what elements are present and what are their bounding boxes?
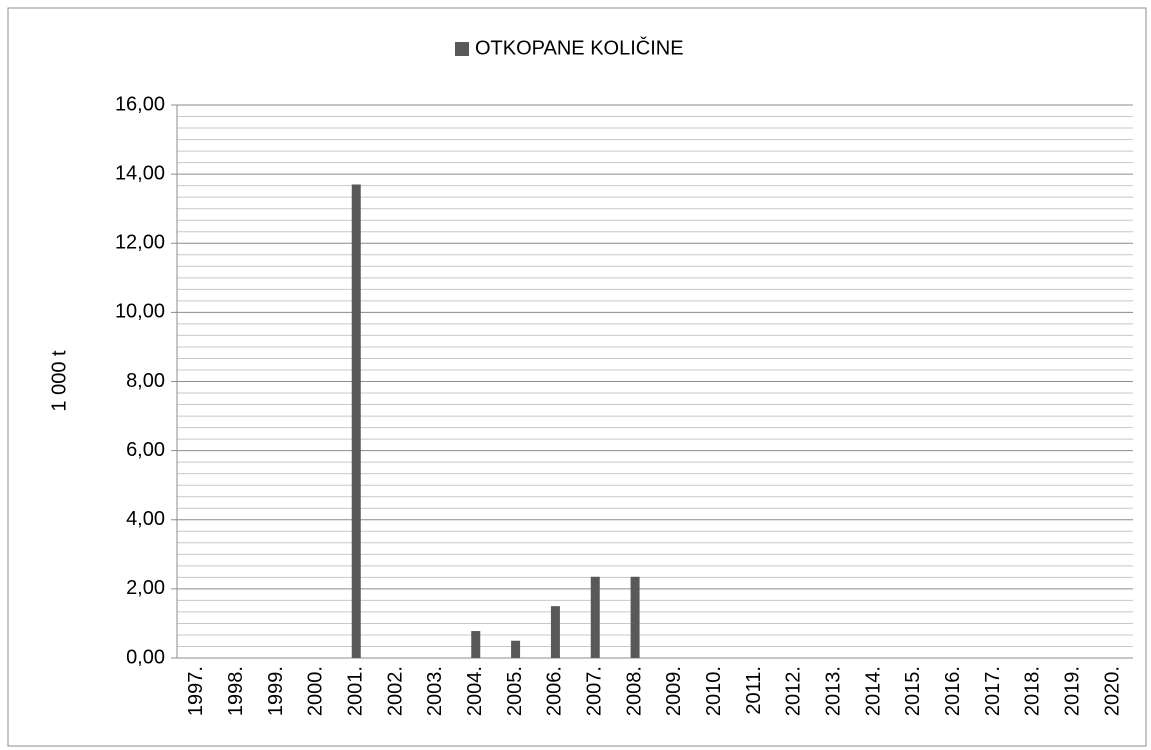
bar	[590, 576, 600, 658]
x-tick-label: 2000.	[305, 666, 327, 716]
bar	[511, 640, 521, 658]
y-tick-label: 6,00	[126, 439, 165, 461]
x-tick-label: 2005.	[504, 666, 526, 716]
y-tick-label: 8,00	[126, 370, 165, 392]
x-tick-label: 2009.	[663, 666, 685, 716]
y-tick-label: 2,00	[126, 577, 165, 599]
x-tick-label: 2016.	[942, 666, 964, 716]
y-tick-label: 4,00	[126, 508, 165, 530]
x-tick-label: 2013.	[823, 666, 845, 716]
y-tick-label: 0,00	[126, 646, 165, 668]
y-tick-label: 10,00	[115, 301, 165, 323]
bar	[550, 606, 560, 658]
x-tick-label: 2019.	[1062, 666, 1084, 716]
y-axis-label: 1 000 t	[48, 350, 70, 412]
legend-label: OTKOPANE KOLIČINE	[475, 36, 684, 59]
x-tick-label: 1999.	[265, 666, 287, 716]
x-tick-label: 2002.	[384, 666, 406, 716]
x-tick-label: 2007.	[584, 666, 606, 716]
x-tick-label: 2015.	[902, 666, 924, 716]
x-tick-label: 2020.	[1101, 666, 1123, 716]
x-tick-label: 2014.	[862, 666, 884, 716]
x-tick-label: 2001.	[345, 666, 367, 716]
x-tick-label: 2017.	[982, 666, 1004, 716]
y-tick-label: 14,00	[115, 162, 165, 184]
x-tick-label: 2018.	[1022, 666, 1044, 716]
bar	[351, 184, 361, 658]
x-tick-label: 2010.	[703, 666, 725, 716]
x-tick-label: 2006.	[544, 666, 566, 716]
bar	[630, 576, 640, 658]
x-tick-label: 2008.	[623, 666, 645, 716]
bar	[471, 631, 481, 658]
x-tick-label: 1998.	[225, 666, 247, 716]
x-tick-label: 1997.	[185, 666, 207, 716]
x-tick-label: 2003.	[424, 666, 446, 716]
y-tick-label: 16,00	[115, 93, 165, 115]
x-tick-label: 2011.	[743, 666, 765, 715]
legend-swatch	[455, 42, 469, 56]
x-tick-label: 2004.	[464, 666, 486, 716]
y-tick-label: 12,00	[115, 232, 165, 254]
x-tick-label: 2012.	[783, 666, 805, 716]
